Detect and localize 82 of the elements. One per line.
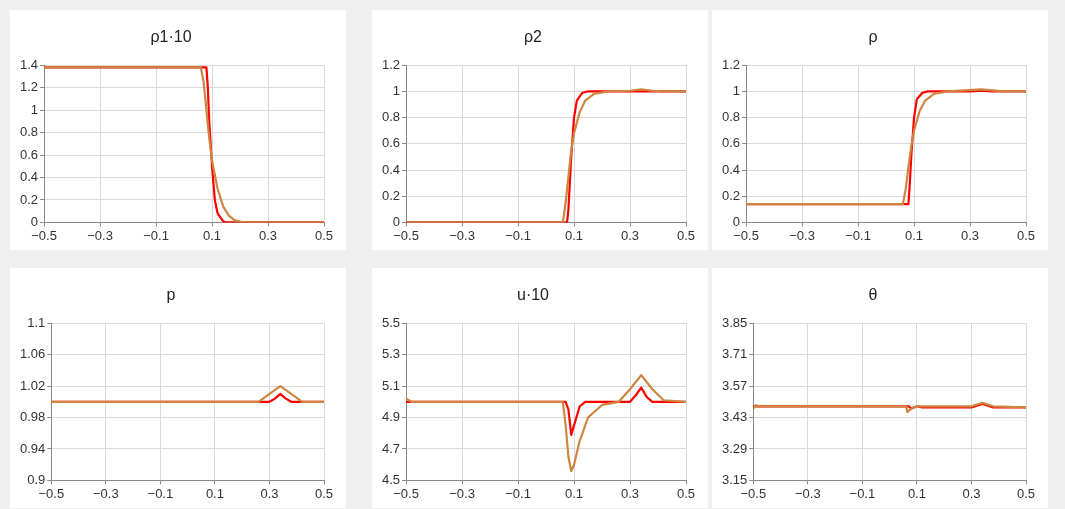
- y-tick-label: 1.06: [19, 346, 46, 362]
- x-tick-label: −0.5: [31, 227, 57, 243]
- x-tick-label: 0.5: [314, 485, 334, 501]
- x-tick-label: 0.3: [962, 485, 981, 501]
- x-tick-label: −0.1: [845, 227, 871, 243]
- y-tick-label: 3.29: [721, 440, 748, 456]
- x-tick-label: −0.5: [38, 485, 65, 501]
- x-tick-label: 0.5: [1016, 485, 1036, 501]
- y-tick-label: 0.2: [381, 187, 401, 203]
- x-tick-label: −0.1: [849, 485, 876, 501]
- y-tick-label: 0.8: [381, 109, 401, 125]
- y-tick-label: 0.2: [721, 187, 741, 203]
- y-tick-label: 0: [392, 213, 401, 229]
- y-tick-label: 0.98: [19, 409, 46, 425]
- y-tick-label: 0.8: [19, 124, 39, 140]
- x-tick-label: 0.5: [1016, 227, 1036, 243]
- y-tick-label: 1.4: [19, 56, 39, 72]
- y-tick-label: 0.94: [19, 440, 46, 456]
- x-tick-label: −0.3: [789, 227, 815, 243]
- y-tick-label: 1.02: [19, 377, 46, 393]
- y-tick-label: 1: [732, 82, 741, 98]
- y-tick-label: 0.8: [721, 109, 741, 125]
- x-tick-label: 0.1: [564, 485, 584, 501]
- chart-title: u·10: [516, 286, 550, 304]
- x-tick-label: 0.3: [620, 485, 640, 501]
- x-tick-label: 0.1: [904, 227, 924, 243]
- y-tick-label: 3.43: [721, 409, 748, 425]
- y-tick-label: 5.3: [381, 346, 401, 362]
- x-tick-label: 0.5: [676, 485, 696, 501]
- x-tick-label: −0.5: [393, 485, 419, 501]
- y-tick-label: 0.4: [381, 161, 401, 177]
- x-tick-label: 0.3: [260, 485, 279, 501]
- y-tick-label: 3.71: [721, 346, 748, 362]
- y-tick-label: 3.85: [721, 314, 748, 330]
- y-tick-label: 0.2: [19, 191, 39, 207]
- y-tick-label: 1: [30, 101, 39, 117]
- y-tick-label: 1.2: [19, 79, 39, 95]
- y-tick-label: 1.1: [27, 314, 46, 330]
- chart-title: p: [166, 286, 176, 304]
- x-tick-label: 0.5: [314, 227, 334, 243]
- y-tick-label: 0.4: [19, 169, 39, 185]
- x-tick-label: −0.3: [93, 485, 119, 501]
- x-tick-label: −0.3: [87, 227, 113, 243]
- y-tick-label: 4.9: [381, 409, 401, 425]
- y-tick-label: 3.15: [721, 471, 748, 487]
- y-tick-label: 1: [392, 82, 401, 98]
- y-tick-label: 5.5: [381, 314, 401, 330]
- y-tick-label: 0.9: [27, 471, 46, 487]
- x-tick-label: 0.3: [258, 227, 278, 243]
- chart-title: θ: [868, 286, 878, 304]
- x-tick-label: −0.5: [733, 227, 759, 243]
- y-tick-label: 0: [732, 213, 741, 229]
- x-tick-label: 0.1: [205, 485, 224, 501]
- x-tick-label: 0.5: [676, 227, 696, 243]
- x-tick-label: −0.1: [143, 227, 169, 243]
- x-tick-label: −0.5: [393, 227, 419, 243]
- y-tick-label: 4.7: [381, 440, 401, 456]
- y-tick-label: 5.1: [381, 377, 401, 393]
- y-tick-label: 0.6: [721, 135, 741, 151]
- chart-title: ρ: [868, 28, 878, 46]
- y-tick-label: 3.57: [721, 377, 748, 393]
- chart-title: ρ2: [524, 28, 543, 46]
- y-tick-label: 1.2: [381, 56, 401, 72]
- x-tick-label: −0.5: [740, 485, 767, 501]
- x-tick-label: 0.1: [907, 485, 926, 501]
- y-tick-label: 4.5: [381, 471, 401, 487]
- y-tick-label: 0.6: [381, 135, 401, 151]
- x-tick-label: 0.3: [960, 227, 980, 243]
- x-tick-label: 0.3: [620, 227, 640, 243]
- x-tick-label: −0.3: [449, 227, 475, 243]
- y-tick-label: 0.6: [19, 146, 39, 162]
- y-tick-label: 1.2: [721, 56, 741, 72]
- chart-title: ρ1·10: [150, 28, 192, 46]
- x-tick-label: −0.3: [795, 485, 821, 501]
- y-tick-label: 0.4: [721, 161, 741, 177]
- x-tick-label: 0.1: [564, 227, 584, 243]
- y-tick-label: 0: [30, 213, 39, 229]
- x-tick-label: −0.1: [505, 227, 531, 243]
- x-tick-label: −0.1: [505, 485, 531, 501]
- x-tick-label: −0.3: [449, 485, 475, 501]
- x-tick-label: −0.1: [147, 485, 174, 501]
- x-tick-label: 0.1: [202, 227, 222, 243]
